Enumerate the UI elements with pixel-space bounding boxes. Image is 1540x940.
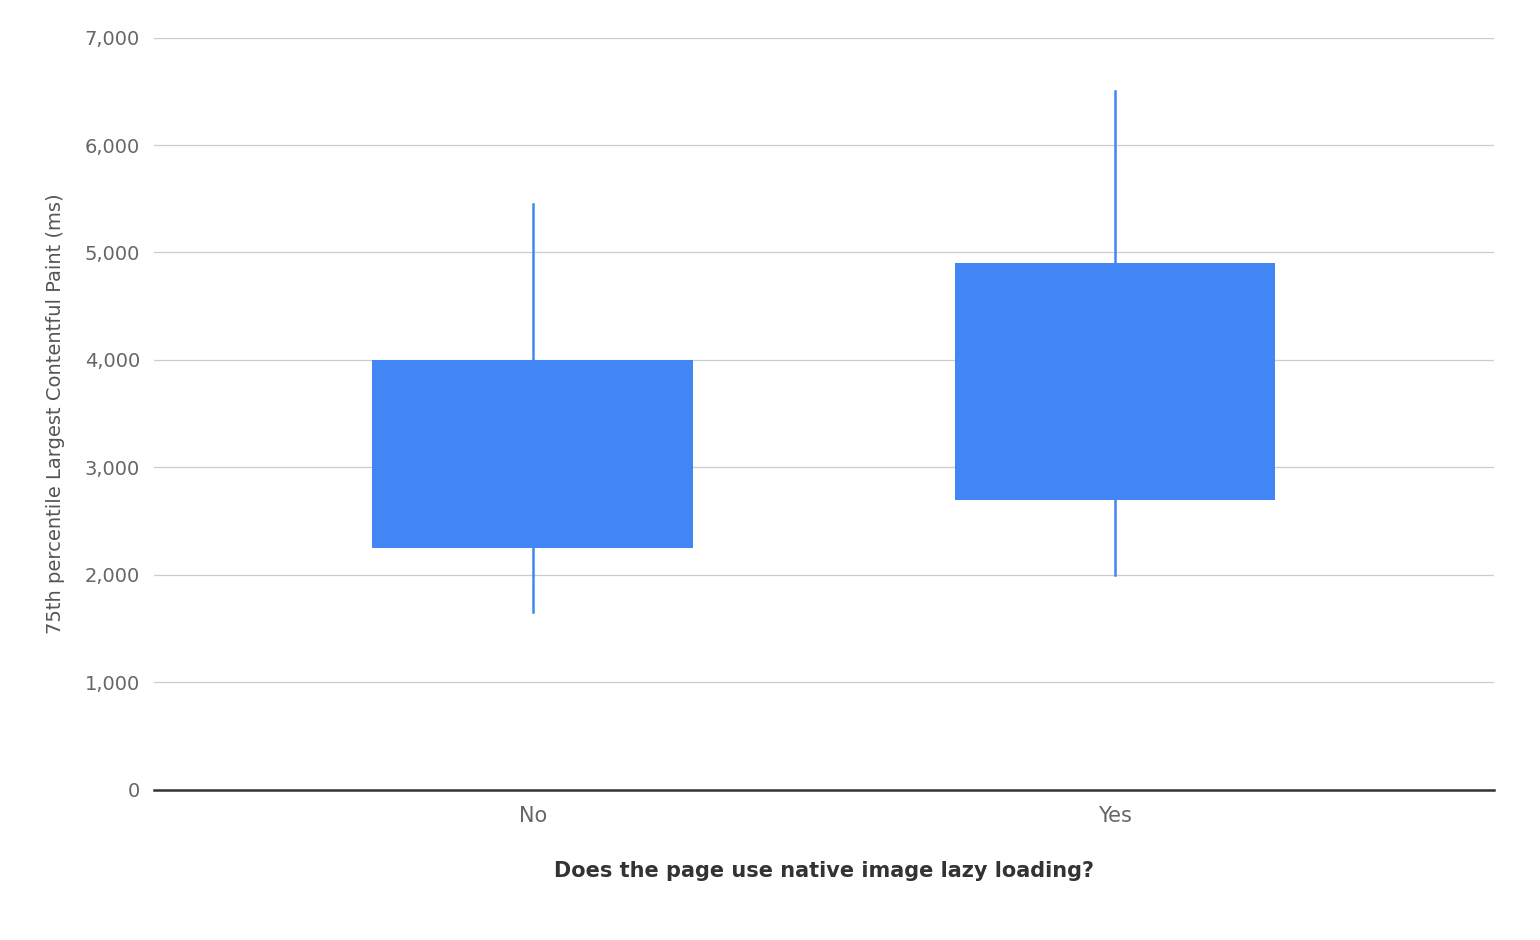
Bar — [955, 263, 1275, 499]
Y-axis label: 75th percentile Largest Contentful Paint (ms): 75th percentile Largest Contentful Paint… — [46, 194, 65, 634]
X-axis label: Does the page use native image lazy loading?: Does the page use native image lazy load… — [554, 861, 1093, 881]
Bar — [373, 360, 693, 548]
